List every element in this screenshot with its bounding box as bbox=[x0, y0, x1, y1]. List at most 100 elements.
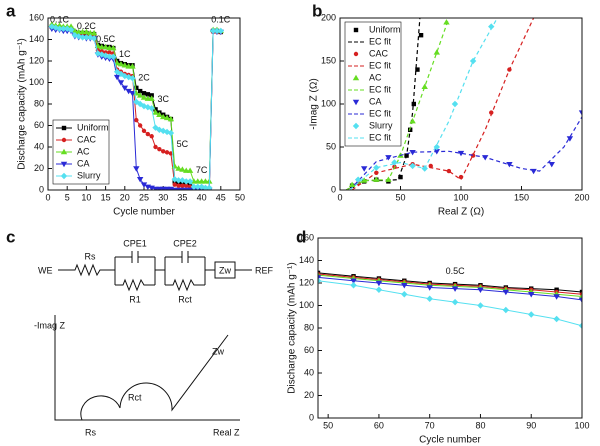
data-point bbox=[375, 286, 383, 293]
data-point bbox=[506, 162, 513, 168]
component-label: Rs bbox=[85, 251, 96, 261]
data-point bbox=[469, 57, 477, 65]
x-tick-label: 25 bbox=[139, 192, 149, 202]
data-point bbox=[163, 114, 171, 121]
data-point bbox=[578, 110, 582, 116]
data-point bbox=[153, 144, 158, 150]
data-point bbox=[488, 23, 495, 30]
data-point bbox=[361, 166, 368, 172]
x-tick-label: 10 bbox=[81, 192, 91, 202]
legend-marker bbox=[352, 122, 360, 130]
data-point bbox=[180, 183, 185, 188]
x-tick-label: 70 bbox=[425, 420, 435, 430]
data-point bbox=[385, 155, 392, 161]
data-point bbox=[156, 111, 163, 117]
data-point bbox=[318, 277, 322, 284]
legend: Uniform CAC AC CA Slurry bbox=[52, 119, 110, 185]
annotation: 0.5C bbox=[446, 266, 466, 276]
data-point bbox=[373, 164, 380, 171]
data-point bbox=[451, 286, 459, 292]
x-tick-label: 40 bbox=[197, 192, 207, 202]
data-point bbox=[148, 105, 155, 112]
annotation: 2C bbox=[138, 73, 150, 83]
legend-label: Uniform bbox=[369, 24, 401, 34]
y-axis-label: -Imag Z (Ω) bbox=[309, 78, 320, 129]
data-point bbox=[134, 85, 139, 91]
legend-label: EC fit bbox=[369, 36, 392, 46]
data-point bbox=[56, 25, 63, 32]
data-point bbox=[375, 280, 383, 287]
parallel-block-2 bbox=[164, 251, 215, 292]
legend-label: EC fit bbox=[369, 132, 392, 142]
data-point bbox=[60, 25, 67, 32]
legend-label: Slurry bbox=[77, 170, 101, 180]
data-point bbox=[186, 167, 194, 173]
sketch-axis-label: Real Z bbox=[213, 427, 240, 437]
x-tick-label: 100 bbox=[453, 192, 468, 202]
y-tick-label: 120 bbox=[299, 277, 314, 287]
annotation: 0.5C bbox=[96, 34, 116, 44]
data-point bbox=[121, 85, 128, 92]
annotation: 7C bbox=[196, 165, 208, 175]
data-point bbox=[145, 92, 151, 97]
data-point bbox=[401, 283, 408, 289]
data-point bbox=[134, 117, 139, 123]
y-tick-label: 40 bbox=[34, 141, 44, 151]
y-tick-label: 0 bbox=[39, 184, 44, 194]
data-point bbox=[398, 174, 403, 180]
data-point bbox=[83, 28, 90, 35]
y-tick-label: 100 bbox=[321, 98, 336, 108]
annotation: 0.2C bbox=[77, 21, 97, 31]
data-point bbox=[470, 153, 476, 158]
data-point bbox=[110, 44, 117, 51]
x-tick-label: 90 bbox=[526, 420, 536, 430]
data-point bbox=[409, 149, 416, 156]
data-point bbox=[443, 19, 450, 25]
data-point bbox=[421, 83, 428, 89]
data-point bbox=[149, 134, 154, 139]
x-tick-label: 20 bbox=[120, 192, 130, 202]
legend-label: CAC bbox=[77, 134, 97, 144]
legend-marker bbox=[60, 161, 68, 168]
legend-marker bbox=[60, 148, 68, 155]
legend-label: CA bbox=[77, 158, 90, 168]
y-tick-label: 200 bbox=[321, 12, 336, 22]
y-tick-label: 40 bbox=[304, 367, 314, 377]
data-point bbox=[401, 291, 408, 298]
data-point bbox=[451, 298, 459, 306]
data-point bbox=[71, 32, 79, 39]
data-point bbox=[117, 61, 125, 67]
y-tick-label: 160 bbox=[29, 12, 44, 22]
data-point bbox=[117, 80, 125, 86]
data-point bbox=[107, 50, 112, 55]
legend-label: CAC bbox=[369, 48, 389, 58]
legend-marker bbox=[61, 137, 67, 143]
data-point bbox=[528, 311, 535, 318]
data-point bbox=[67, 23, 75, 29]
resistor-rs bbox=[58, 263, 115, 277]
component-label: CPE2 bbox=[173, 238, 197, 248]
component-label: R1 bbox=[129, 294, 141, 304]
data-point bbox=[167, 115, 175, 122]
data-point bbox=[98, 51, 105, 58]
fit-line bbox=[345, 18, 450, 190]
legend-label: Slurry bbox=[369, 120, 393, 130]
x-tick-label: 30 bbox=[158, 192, 168, 202]
data-point bbox=[137, 88, 143, 94]
y-tick-label: 120 bbox=[29, 55, 44, 65]
data-point bbox=[184, 183, 189, 188]
annotation: 0.1C bbox=[211, 15, 231, 25]
annotation: 5C bbox=[177, 139, 189, 149]
panel-label: c bbox=[6, 227, 15, 246]
legend: Uniform EC fit CAC EC fit AC EC fit CA EC fit Sl… bbox=[344, 21, 402, 147]
data-point bbox=[145, 131, 151, 137]
data-point bbox=[411, 101, 417, 107]
x-tick-label: 80 bbox=[475, 420, 485, 430]
data-point bbox=[133, 166, 140, 172]
data-point bbox=[528, 292, 535, 298]
data-point bbox=[106, 53, 113, 60]
terminal-label: REF bbox=[255, 265, 274, 275]
y-tick-label: 140 bbox=[29, 34, 44, 44]
data-point bbox=[553, 315, 560, 323]
component-label: Zw bbox=[219, 265, 231, 275]
